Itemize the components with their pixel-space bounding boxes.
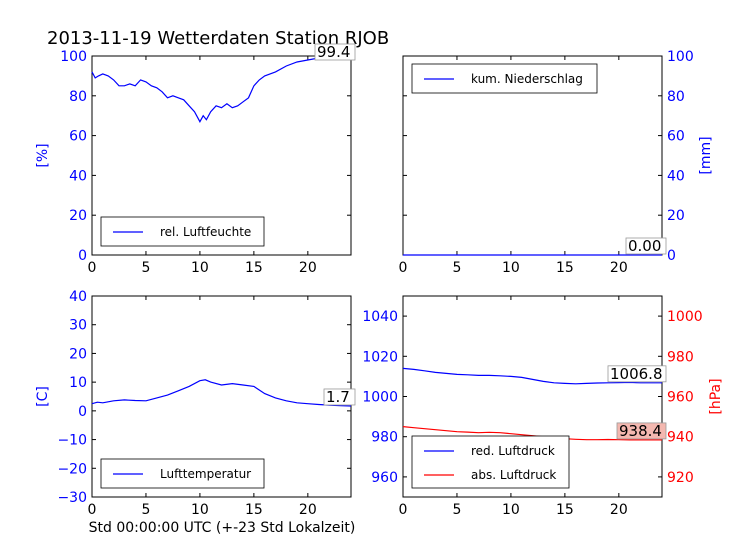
chart-bottom-right: 0 5 10 15 2096098010001020104092094096098010…: [362, 295, 724, 518]
series-line-0: [91, 379, 352, 407]
last-value-box: [314, 43, 356, 61]
y-tick-label: 40: [69, 168, 87, 184]
x-tick-label: 20: [299, 260, 317, 276]
y-tick-label: 1040: [362, 309, 398, 325]
y-tick-label: 100: [667, 49, 694, 65]
y-tick-label: 60: [69, 129, 87, 145]
y-tick-label: 980: [371, 430, 398, 446]
x-tick-label: 5: [452, 260, 461, 276]
last-value-box: [625, 237, 667, 255]
y-tick-label: 10: [69, 375, 87, 391]
x-tick-label: 15: [556, 502, 574, 518]
x-tick-label: 10: [502, 260, 520, 276]
last-value-label: 99.4: [317, 43, 350, 61]
y-axis-label: [mm]: [698, 136, 714, 174]
legend: Lufttemperatur: [100, 458, 265, 489]
x-tick-label: 15: [245, 502, 263, 518]
figure-title: 2013-11-19 Wetterdaten Station RJOB: [47, 28, 389, 49]
legend: rel. Luftfeuchte: [100, 216, 265, 247]
x-tick-label: 20: [299, 502, 317, 518]
y-tick-label: 60: [667, 129, 685, 145]
last-value-label: 938.4: [619, 422, 662, 440]
last-value-label: 1006.8: [610, 365, 663, 383]
y-tick-label: 20: [667, 208, 685, 224]
y-tick-label: 80: [667, 89, 685, 105]
x-tick-label: 5: [452, 502, 461, 518]
y-tick-label: 0: [667, 248, 676, 264]
chart-bottom-left: 0 5 10 15 20 −30 −20 −10 0 10 20 30 40 [C] 1.7 Lufttemp…: [35, 289, 356, 518]
last-value-label: 1.7: [326, 388, 350, 406]
legend-label: red. Luftdruck: [471, 444, 555, 458]
legend: kum. Niederschlag: [411, 63, 598, 94]
x-tick-label: 0: [399, 260, 408, 276]
y-tick-label: 80: [69, 89, 87, 105]
series-line-0: [402, 367, 662, 385]
x-tick-label: 20: [610, 260, 628, 276]
y-tick-label: −20: [57, 461, 87, 477]
legend-label: Lufttemperatur: [160, 467, 251, 481]
last-value-box: [323, 388, 356, 406]
y-tick-label: 100: [60, 49, 87, 65]
y-tick-label: 0: [78, 404, 87, 420]
x-tick-label: 15: [556, 260, 574, 276]
y-tick-label-right: 940: [667, 430, 694, 446]
chart-top-right: 0 5 10 15 20 0 20 40 60 80 100 [mm] 0.00 kum. Nieders…: [399, 49, 714, 276]
x-tick-label: 0: [399, 502, 408, 518]
chart-top-left: 0 5 10 15 20 0 20 40 60 80 100 [%] 99.4 rel. Luftfeuc…: [35, 43, 356, 276]
legend-box: [411, 435, 570, 489]
y-tick-label: 0: [78, 248, 87, 264]
y-axis-label: [%]: [35, 143, 51, 167]
y-tick-label: 30: [69, 318, 87, 334]
y-tick-label: 20: [69, 208, 87, 224]
x-tick-label: 5: [141, 260, 150, 276]
last-value-box: [616, 422, 667, 440]
y-tick-label: −10: [57, 433, 87, 449]
y-axis-label: [C]: [35, 386, 51, 407]
series-line-0: [91, 56, 351, 123]
y-tick-label-right: 1000: [667, 309, 703, 325]
figure-xlabel: Std 00:00:00 UTC (+-23 Std Lokalzeit): [89, 520, 356, 536]
y-tick-label: 40: [69, 289, 87, 305]
x-tick-label: 10: [191, 502, 209, 518]
x-tick-label: 10: [191, 260, 209, 276]
x-tick-label: 15: [245, 260, 263, 276]
y-tick-label-right: 960: [667, 390, 694, 406]
y-tick-label: 40: [667, 168, 685, 184]
x-tick-label: 5: [141, 502, 150, 518]
x-tick-label: 20: [610, 502, 628, 518]
last-value-box: [607, 365, 667, 383]
y-tick-label: 1000: [362, 390, 398, 406]
y-tick-label-right: 980: [667, 349, 694, 365]
y-tick-label: 960: [371, 470, 398, 486]
y-tick-label: −30: [57, 490, 87, 506]
y-tick-label: 20: [69, 346, 87, 362]
legend-label: rel. Luftfeuchte: [160, 225, 251, 239]
x-tick-label: 0: [88, 260, 97, 276]
legend: red. Luftdruck abs. Luftdruck: [411, 435, 570, 489]
y-tick-label-right: 920: [667, 470, 694, 486]
legend-label: abs. Luftdruck: [471, 468, 556, 482]
x-tick-label: 10: [502, 502, 520, 518]
last-value-label: 0.00: [628, 237, 661, 255]
x-tick-label: 0: [88, 502, 97, 518]
legend-label: kum. Niederschlag: [471, 72, 583, 86]
y-tick-label: 1020: [362, 349, 398, 365]
legend-box: [100, 458, 265, 489]
y-axis-label: [hPa]: [708, 378, 724, 414]
